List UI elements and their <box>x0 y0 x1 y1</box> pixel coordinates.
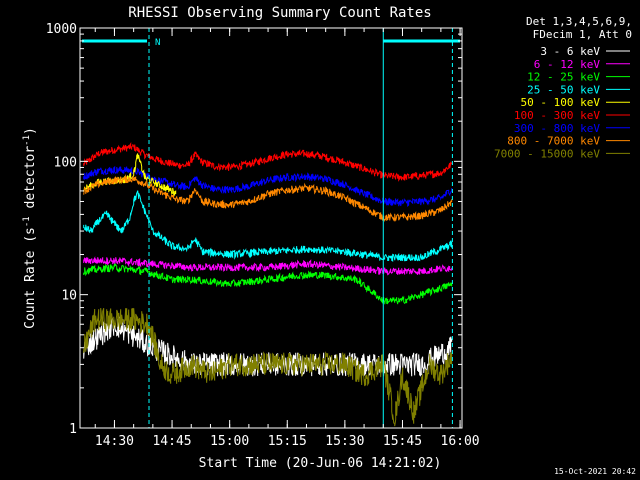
legend-entry-label: 800 - 7000 keV <box>507 135 600 148</box>
annotation-layer: N <box>82 28 460 428</box>
x-tick-label: 16:00 <box>441 434 480 449</box>
x-tick-label: 15:15 <box>268 434 307 449</box>
chart-title: RHESSI Observing Summary Count Rates <box>128 5 431 21</box>
y-tick-label: 10 <box>61 289 77 304</box>
legend-entry-label: 25 - 50 keV <box>527 83 600 96</box>
x-tick-label: 15:00 <box>210 434 249 449</box>
plot-frame <box>79 27 463 429</box>
x-tick-label: 15:30 <box>325 434 364 449</box>
series-100-300-kev-line <box>83 141 453 182</box>
axes-layer: 1 10 100 1000 14:30 14:45 15:00 15:15 15:30 15:45… <box>46 22 480 449</box>
y-tick-label: 1000 <box>46 22 77 37</box>
y-axis-label-part3: ) <box>23 127 38 135</box>
y-axis-label-part2: detector <box>23 146 38 217</box>
series-7000-15000-kev-line <box>83 307 453 427</box>
y-axis-label-sup1: -1 <box>22 216 32 227</box>
attenuator-marker-label: N <box>155 38 160 48</box>
legend-entry-label: 7000 - 15000 keV <box>494 147 600 160</box>
series-6-12-kev-line <box>83 256 453 276</box>
y-tick-label: 1 <box>69 422 77 437</box>
x-tick-label: 14:45 <box>152 434 191 449</box>
legend-header-line1: Det 1,3,4,5,6,9, <box>526 15 632 28</box>
legend-entry-label: 6 - 12 keV <box>534 58 601 71</box>
legend-entry-label: 3 - 6 keV <box>540 45 600 58</box>
series-3-6-kev-line <box>83 315 453 377</box>
legend-entry-label: 100 - 300 keV <box>514 109 600 122</box>
series-300-800-kev-line <box>83 165 453 208</box>
legend: Det 1,3,4,5,6,9, FDecim 1, Att 0 3 - 6 k… <box>494 15 632 160</box>
legend-header-line2: FDecim 1, Att 0 <box>533 28 632 41</box>
legend-entry-label: 12 - 25 keV <box>527 71 600 84</box>
y-axis-label-part1: Count Rate (s <box>23 227 38 329</box>
x-tick-label: 15:45 <box>383 434 422 449</box>
series-25-50-kev-line <box>83 190 453 262</box>
y-tick-label: 100 <box>54 155 77 170</box>
x-tick-label: 14:30 <box>95 434 134 449</box>
generation-timestamp: 15-Oct-2021 20:42 <box>554 467 636 476</box>
y-axis-label: Count Rate (s-1 detector-1) <box>22 127 38 329</box>
series-800-7000-kev-line <box>83 173 453 223</box>
series-layer <box>83 141 453 427</box>
legend-entry-label: 50 - 100 keV <box>521 96 601 109</box>
y-axis-label-sup2: -1 <box>22 135 32 146</box>
series-12-25-kev-line <box>83 263 453 305</box>
x-axis-label: Start Time (20-Jun-06 14:21:02) <box>199 456 442 471</box>
legend-entry-label: 300 - 800 keV <box>514 122 600 135</box>
